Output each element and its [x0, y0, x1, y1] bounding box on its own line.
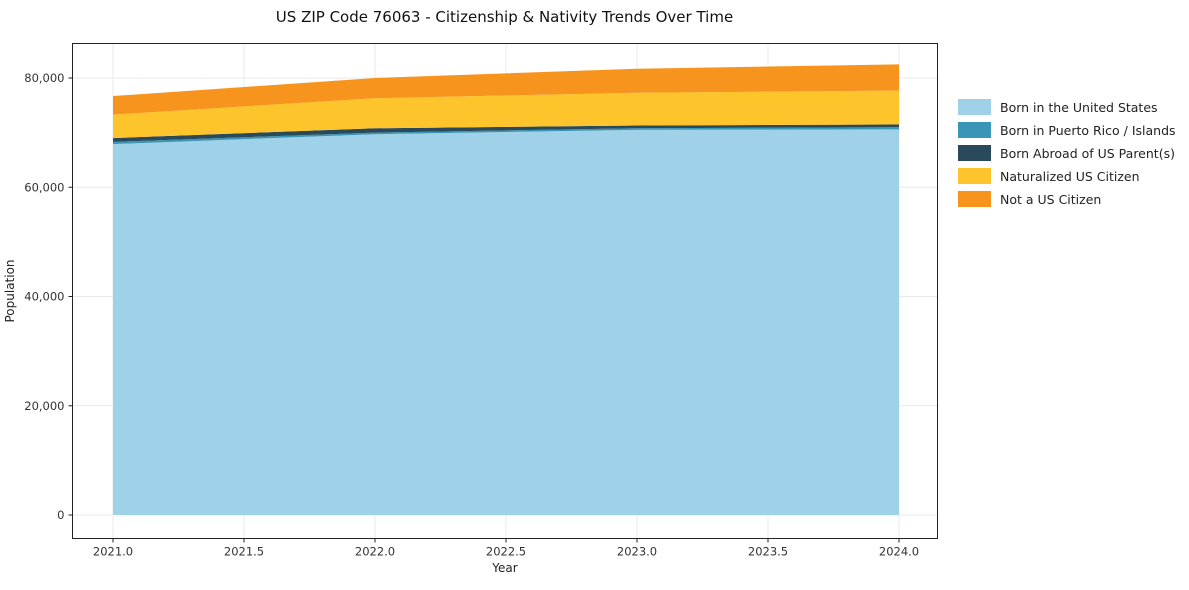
area-series-group — [113, 64, 899, 515]
area-born-in-the-united-states — [113, 129, 899, 515]
x-tick-label: 2022.0 — [355, 545, 395, 559]
area-naturalized-us-citizen — [113, 90, 899, 139]
legend-label: Born in Puerto Rico / Islands — [1000, 122, 1176, 138]
legend-item: Born Abroad of US Parent(s) — [958, 145, 1176, 161]
legend-swatch-born-abroad-of-us-parent-s — [958, 145, 991, 161]
legend-item: Born in Puerto Rico / Islands — [958, 122, 1176, 138]
x-tick-label: 2021.5 — [224, 545, 264, 559]
legend-label: Born Abroad of US Parent(s) — [1000, 145, 1175, 161]
x-tick-label: 2021.0 — [93, 545, 133, 559]
x-tick-label: 2022.5 — [486, 545, 526, 559]
area-born-abroad-of-us-parent-s — [113, 124, 899, 142]
plot-border — [72, 43, 938, 539]
y-tick-label: 20,000 — [24, 399, 64, 413]
legend-swatch-born-in-the-united-states — [958, 99, 991, 115]
y-tick-label: 0 — [57, 508, 64, 522]
legend: Born in the United States Born in Puerto … — [958, 99, 1176, 214]
y-tick-label: 80,000 — [24, 71, 64, 85]
area-not-a-us-citizen — [113, 64, 899, 115]
x-axis-label: Year — [491, 561, 517, 575]
legend-item: Not a US Citizen — [958, 191, 1176, 207]
axis-ticks: 2021.0 2021.5 2022.0 2022.5 2023.0 2023.5 2024… — [24, 71, 919, 559]
y-tick-label: 60,000 — [24, 180, 64, 194]
legend-swatch-born-in-puerto-rico-islands — [958, 122, 991, 138]
x-tick-label: 2023.0 — [617, 545, 657, 559]
legend-swatch-not-a-us-citizen — [958, 191, 991, 207]
legend-item: Born in the United States — [958, 99, 1176, 115]
area-born-in-puerto-rico-islands — [113, 127, 899, 145]
y-tick-label: 40,000 — [24, 290, 64, 304]
legend-label: Born in the United States — [1000, 99, 1158, 115]
legend-label: Naturalized US Citizen — [1000, 168, 1140, 184]
x-tick-label: 2024.0 — [879, 545, 919, 559]
legend-item: Naturalized US Citizen — [958, 168, 1176, 184]
y-axis-label: Population — [3, 259, 17, 322]
legend-label: Not a US Citizen — [1000, 191, 1102, 207]
x-tick-label: 2023.5 — [748, 545, 788, 559]
legend-swatch-naturalized-us-citizen — [958, 168, 991, 184]
chart-title: US ZIP Code 76063 - Citizenship & Nativi… — [275, 8, 734, 26]
